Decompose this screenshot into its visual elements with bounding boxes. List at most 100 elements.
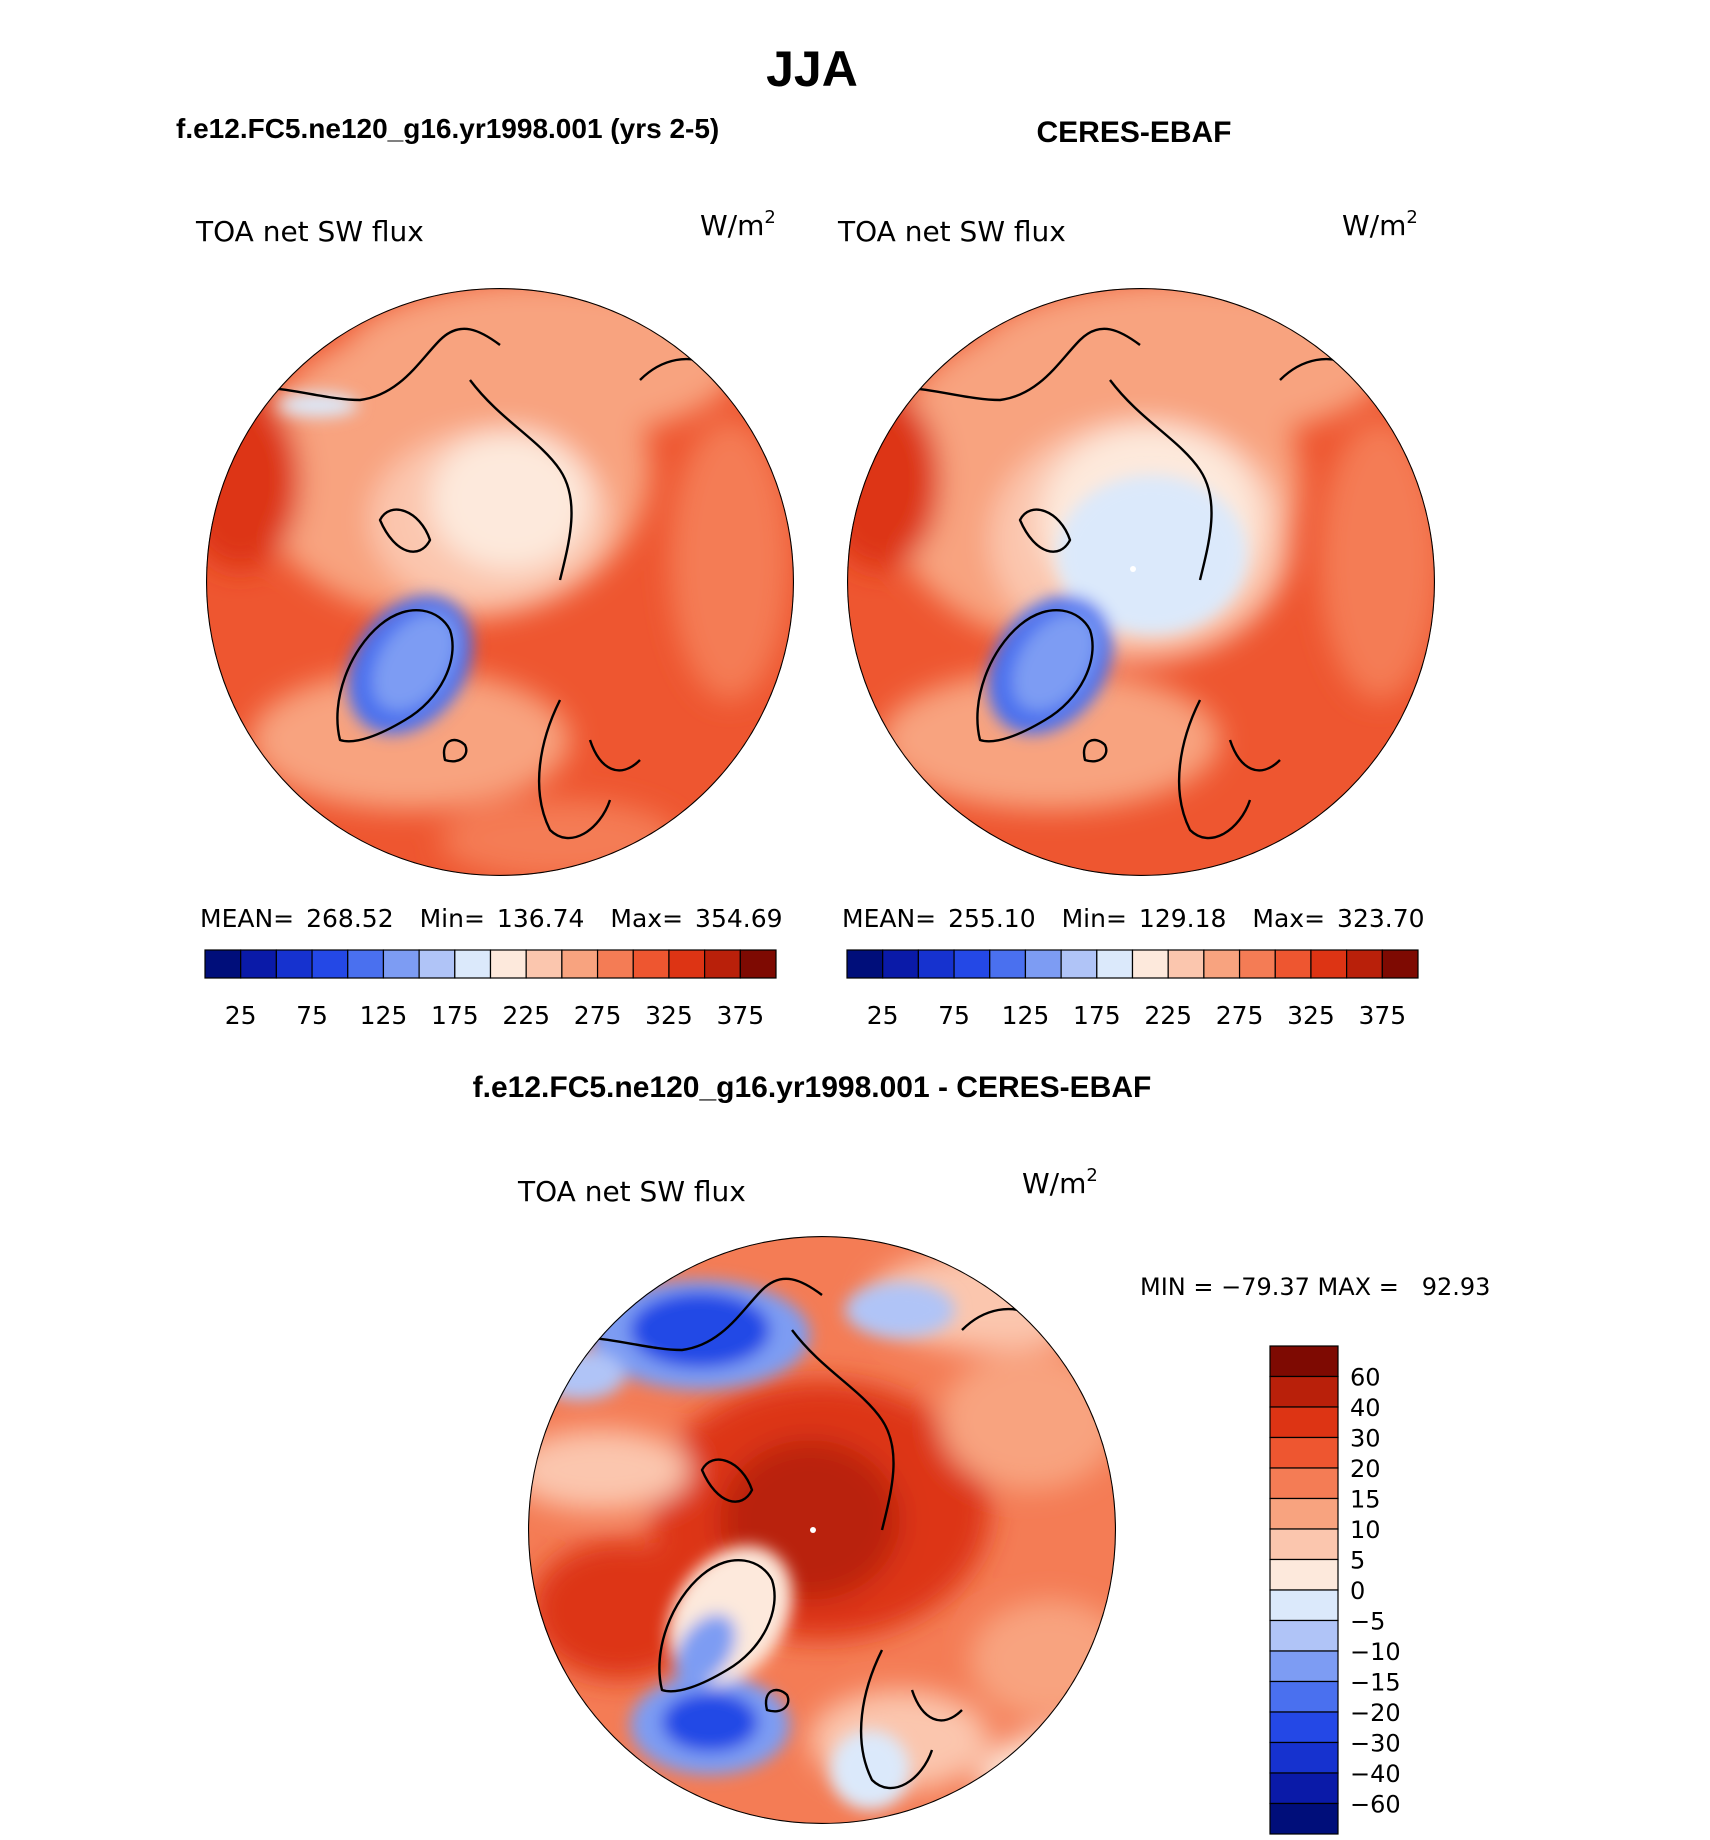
left-colorbar-tick-label: 225 — [502, 1001, 550, 1030]
right-colorbar-swatch — [1238, 949, 1276, 979]
right-colorbar-swatch — [1203, 949, 1241, 979]
diff-colorbar-tick-label: 30 — [1350, 1425, 1381, 1453]
left-panel-title: f.e12.FC5.ne120_g16.yr1998.001 (yrs 2-5) — [176, 113, 719, 144]
right-colorbar-swatch — [1381, 949, 1419, 979]
left-colorbar-tick-label: 125 — [360, 1001, 408, 1030]
right-variable-label: TOA net SW flux — [837, 215, 1066, 248]
diff-colorbar-swatch — [1269, 1528, 1339, 1561]
left-colorbar: 25 75 125 175 225 275 325 375 — [204, 949, 777, 1030]
right-colorbar-tick-label: 175 — [1073, 1001, 1121, 1030]
diff-colorbar-swatch — [1269, 1711, 1339, 1744]
left-colorbar-tick-label: 275 — [574, 1001, 622, 1030]
left-colorbar-swatch — [382, 949, 420, 979]
difference-polar-map — [528, 1236, 1116, 1824]
right-colorbar-tick-label: 225 — [1144, 1001, 1192, 1030]
diff-colorbar-swatch — [1269, 1375, 1339, 1408]
diff-colorbar-swatch — [1269, 1680, 1339, 1713]
right-colorbar-swatch — [1024, 949, 1062, 979]
diff-colorbar-swatch — [1269, 1619, 1339, 1652]
diff-colorbar-swatch — [1269, 1345, 1339, 1378]
left-colorbar-tick-label: 175 — [431, 1001, 479, 1030]
left-colorbar-swatch — [275, 949, 313, 979]
right-colorbar-swatch — [1167, 949, 1205, 979]
right-max-label: Max= — [1252, 904, 1325, 933]
diff-colorbar-swatch — [1269, 1802, 1339, 1835]
right-colorbar-swatch — [953, 949, 991, 979]
right-colorbar-tick-label: 25 — [867, 1001, 899, 1030]
diff-colorbar-tick-label: −15 — [1350, 1669, 1401, 1697]
diff-stats: MIN = −79.37 MAX = 92.93 — [1140, 1273, 1490, 1301]
diff-colorbar-tick-label: −30 — [1350, 1730, 1401, 1758]
left-colorbar-tick-label: 75 — [296, 1001, 328, 1030]
right-mean-label: MEAN= — [842, 904, 936, 933]
diff-colorbar-tick-label: 20 — [1350, 1455, 1381, 1483]
left-colorbar-swatch — [347, 949, 385, 979]
left-colorbar-swatch — [704, 949, 741, 979]
diff-units-exponent: 2 — [1086, 1165, 1097, 1186]
right-colorbar-tick-label: 125 — [1002, 1001, 1050, 1030]
left-min-label: Min= — [420, 904, 485, 933]
left-stats: MEAN= 268.52 Min= 136.74 Max= 354.69 — [200, 904, 783, 933]
diff-colorbar-tick-label: −20 — [1350, 1699, 1401, 1727]
diff-colorbar-swatch — [1269, 1558, 1339, 1591]
right-units-exponent: 2 — [1406, 207, 1417, 228]
diff-colorbar-tick-label: 40 — [1350, 1394, 1381, 1422]
right-colorbar-tick-label: 325 — [1287, 1001, 1335, 1030]
right-colorbar-tick-label: 375 — [1358, 1001, 1406, 1030]
right-colorbar-swatch — [1274, 949, 1312, 979]
left-colorbar-swatch — [454, 949, 492, 979]
left-colorbar-swatch — [418, 949, 456, 979]
diff-colorbar-tick-label: −10 — [1350, 1638, 1401, 1666]
diff-colorbar-swatch — [1269, 1589, 1339, 1622]
left-colorbar-tick-label: 375 — [716, 1001, 764, 1030]
diff-colorbar-swatch — [1269, 1650, 1339, 1683]
left-max-value: 354.69 — [695, 904, 782, 933]
right-min-label: Min= — [1062, 904, 1127, 933]
right-colorbar-swatch — [882, 949, 919, 979]
diff-colorbar-tick-label: 60 — [1350, 1364, 1381, 1392]
diff-colorbar-swatch — [1269, 1406, 1339, 1439]
left-colorbar-swatch — [561, 949, 599, 979]
left-colorbar-tick-label: 325 — [645, 1001, 693, 1030]
left-colorbar-tick-label: 25 — [225, 1001, 257, 1030]
right-colorbar-tick-label: 75 — [938, 1001, 970, 1030]
left-colorbar-swatch — [311, 949, 349, 979]
diff-colorbar-swatch — [1269, 1467, 1339, 1500]
right-colorbar-swatch — [846, 949, 884, 979]
season-title: JJA — [766, 41, 858, 97]
right-colorbar-tick-label: 275 — [1216, 1001, 1264, 1030]
right-colorbar-swatch — [1346, 949, 1383, 979]
left-colorbar-swatch — [632, 949, 670, 979]
left-colorbar-swatch — [596, 949, 634, 979]
right-panel-title: CERES-EBAF — [1036, 116, 1231, 149]
diff-variable-label: TOA net SW flux — [517, 1175, 746, 1208]
diff-colorbar-tick-label: −60 — [1350, 1791, 1401, 1819]
left-colorbar-swatch — [489, 949, 527, 979]
right-colorbar-swatch — [917, 949, 955, 979]
left-min-value: 136.74 — [497, 904, 584, 933]
right-units-label: W/m2 — [1342, 207, 1418, 242]
left-units-exponent: 2 — [764, 207, 775, 228]
left-mean-value: 268.52 — [306, 904, 393, 933]
left-mean-label: MEAN= — [200, 904, 294, 933]
right-colorbar-swatch — [1096, 949, 1134, 979]
diff-colorbar-swatch — [1269, 1497, 1339, 1530]
right-colorbar-swatch — [1310, 949, 1348, 979]
left-colorbar-swatch — [240, 949, 277, 979]
left-max-label: Max= — [610, 904, 683, 933]
right-colorbar: 25 75 125 175 225 275 325 375 — [846, 949, 1419, 1030]
left-variable-label: TOA net SW flux — [195, 215, 424, 248]
diff-colorbar-tick-label: 0 — [1350, 1577, 1365, 1605]
right-mean-value: 255.10 — [948, 904, 1035, 933]
left-colorbar-swatch — [668, 949, 706, 979]
left-units-base: W/m — [700, 209, 764, 242]
diff-colorbar-tick-label: −5 — [1350, 1608, 1385, 1636]
diff-colorbar-tick-label: 10 — [1350, 1516, 1381, 1544]
right-max-value: 323.70 — [1337, 904, 1424, 933]
left-polar-map — [206, 288, 794, 876]
diff-colorbar-swatch — [1269, 1436, 1339, 1469]
diff-colorbar-tick-label: −40 — [1350, 1760, 1401, 1788]
right-colorbar-swatch — [1131, 949, 1169, 979]
